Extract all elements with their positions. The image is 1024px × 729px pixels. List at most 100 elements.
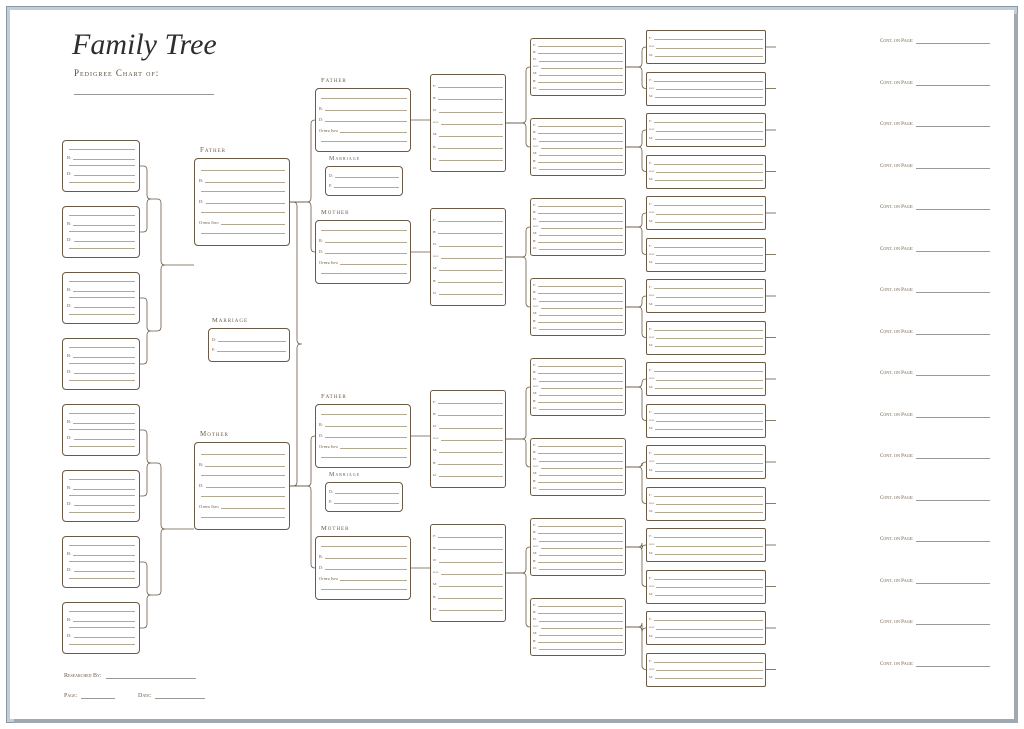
- field-row: mar:: [533, 545, 623, 549]
- field-row: B:: [319, 555, 407, 559]
- field-row: D:: [533, 618, 623, 622]
- field-blank: [325, 121, 407, 122]
- field-row: [319, 457, 407, 458]
- field-blank: [69, 479, 135, 480]
- field-label: B:: [67, 618, 71, 623]
- field-row: mar:: [649, 668, 763, 671]
- field-label: M:: [533, 152, 537, 156]
- field-row: mar:: [533, 625, 623, 629]
- field-blank: [538, 53, 623, 54]
- field-row: [67, 479, 135, 480]
- field-label: M:: [649, 54, 653, 57]
- field-blank: [538, 286, 623, 287]
- field-row: D:: [67, 172, 135, 177]
- section-label: Father: [321, 77, 347, 84]
- field-label: B:: [433, 596, 436, 600]
- field-label: B:: [533, 480, 536, 484]
- field-row: F:: [649, 452, 763, 455]
- field-blank: [538, 642, 623, 643]
- field-blank: [541, 628, 623, 629]
- field-label: B:: [433, 231, 436, 235]
- gen5-pair-box: F:mar:M:: [646, 611, 766, 645]
- field-row: F:: [533, 524, 623, 528]
- field-blank: [656, 587, 763, 588]
- field-blank: [538, 46, 623, 47]
- field-row: B:: [533, 371, 623, 375]
- gen4-pair-box: F:B:D:mar:M:B:D:: [530, 38, 626, 96]
- field-label: mar:: [649, 543, 654, 546]
- field-blank: [438, 403, 503, 404]
- field-label: Other Info: [319, 129, 338, 133]
- field-row: [319, 414, 407, 415]
- field-label: Other Info: [199, 505, 219, 510]
- field-label: F:: [649, 286, 652, 289]
- field-label: F:: [649, 494, 652, 497]
- field-blank: [74, 505, 136, 506]
- field-label: M:: [649, 261, 653, 264]
- field-row: B:: [67, 156, 135, 161]
- field-label: D:: [533, 567, 537, 571]
- field-row: F:: [433, 219, 503, 223]
- field-blank: [438, 415, 503, 416]
- field-label: F:: [649, 79, 652, 82]
- field-row: B:: [67, 288, 135, 293]
- field-row: D:: [533, 218, 623, 222]
- field-blank: [656, 670, 763, 671]
- field-blank: [654, 371, 763, 372]
- field-row: M:: [649, 344, 763, 347]
- field-blank: [201, 170, 285, 171]
- date: Date:: [138, 693, 205, 699]
- field-label: mar:: [649, 377, 654, 380]
- field-blank: [538, 446, 623, 447]
- field-row: B:: [533, 480, 623, 484]
- field-label: M:: [649, 95, 653, 98]
- field-blank: [439, 294, 504, 295]
- field-blank: [325, 242, 407, 243]
- gen4-pair-box: F:B:D:mar:M:B:D:: [530, 358, 626, 416]
- field-blank: [654, 620, 763, 621]
- field-row: B:: [533, 51, 623, 55]
- cont-label: Cont. on Page:: [880, 661, 913, 667]
- field-blank: [201, 475, 285, 476]
- field-label: D:: [67, 304, 72, 309]
- cont-on-page: Cont. on Page:: [880, 204, 990, 210]
- field-row: [67, 611, 135, 612]
- field-label: F:: [649, 328, 652, 331]
- field-blank: [655, 222, 763, 223]
- field-blank: [73, 159, 135, 160]
- field-label: F:: [533, 444, 536, 448]
- date-label: Date:: [138, 693, 151, 699]
- field-blank: [439, 476, 504, 477]
- field-row: [67, 231, 135, 232]
- field-row: D:: [433, 559, 503, 563]
- field-label: B:: [433, 413, 436, 417]
- field-row: F:: [649, 411, 763, 414]
- field-row: M:: [533, 392, 623, 396]
- field-label: M:: [649, 386, 653, 389]
- field-blank: [538, 242, 623, 243]
- field-row: F:: [533, 44, 623, 48]
- field-blank: [541, 228, 623, 229]
- field-label: mar:: [649, 336, 654, 339]
- field-label: F:: [533, 204, 536, 208]
- field-label: mar:: [533, 225, 539, 229]
- field-blank: [335, 177, 399, 178]
- field-blank: [441, 574, 503, 575]
- field-label: D:: [433, 425, 437, 429]
- field-blank: [439, 428, 504, 429]
- field-label: B:: [433, 146, 436, 150]
- field-blank: [538, 82, 623, 83]
- field-label: D:: [533, 458, 537, 462]
- field-blank: [654, 662, 763, 663]
- section-label: Father: [200, 146, 226, 154]
- field-label: D:: [67, 634, 72, 639]
- field-label: mar:: [433, 437, 439, 441]
- section-label: Mother: [321, 209, 349, 216]
- field-blank: [439, 136, 503, 137]
- field-blank: [69, 215, 135, 216]
- field-row: M:: [533, 72, 623, 76]
- gen5-pair-box: F:mar:M:: [646, 196, 766, 230]
- subject-box: B:D:: [62, 470, 140, 522]
- field-blank: [321, 98, 407, 99]
- field-blank: [325, 253, 407, 254]
